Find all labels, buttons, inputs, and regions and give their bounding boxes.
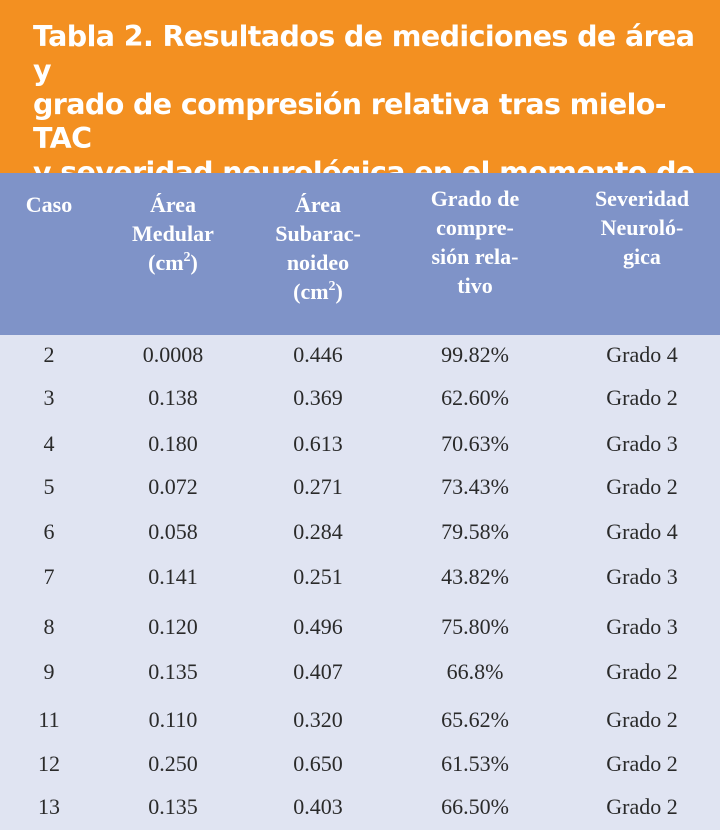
table-row: 11 0.110 0.320 65.62% Grado 2 bbox=[0, 700, 720, 740]
cell-area-medular: 0.180 bbox=[148, 431, 198, 456]
cell-area-medular: 0.138 bbox=[148, 385, 198, 410]
column-header-grado-compresion: Grado de compre- sión rela- tivo bbox=[430, 186, 520, 298]
cell-grado-compresion: 70.63% bbox=[441, 431, 509, 456]
cell-caso: 7 bbox=[43, 564, 55, 589]
cell-caso: 12 bbox=[38, 751, 60, 776]
cell-area-subaracnoideo: 0.251 bbox=[293, 564, 343, 589]
cell-area-medular: 0.250 bbox=[148, 751, 198, 776]
cell-area-subaracnoideo: 0.496 bbox=[293, 614, 343, 639]
cell-severidad: Grado 4 bbox=[606, 342, 678, 367]
cell-caso: 2 bbox=[43, 342, 55, 367]
cell-severidad: Grado 2 bbox=[606, 707, 678, 732]
table-caption-band: Tabla 2. Resultados de mediciones de áre… bbox=[0, 0, 720, 257]
cell-area-medular: 0.110 bbox=[148, 707, 198, 732]
unit-label: (cm2) bbox=[293, 278, 343, 304]
cell-caso: 4 bbox=[43, 431, 55, 456]
cell-severidad: Grado 3 bbox=[606, 614, 678, 639]
cell-caso: 5 bbox=[43, 474, 55, 499]
cell-severidad: Grado 2 bbox=[606, 385, 678, 410]
table-body: 2 0.0008 0.446 99.82% Grado 4 3 0.138 0.… bbox=[0, 335, 720, 830]
cell-area-medular: 0.141 bbox=[148, 564, 198, 589]
table-row: 6 0.058 0.284 79.58% Grado 4 bbox=[0, 512, 720, 552]
unit-label: (cm2) bbox=[148, 249, 198, 275]
cell-area-subaracnoideo: 0.271 bbox=[293, 474, 343, 499]
cell-caso: 6 bbox=[43, 519, 55, 544]
cell-severidad: Grado 2 bbox=[606, 659, 678, 684]
cell-grado-compresion: 43.82% bbox=[441, 564, 509, 589]
cell-grado-compresion: 65.62% bbox=[441, 707, 509, 732]
cell-severidad: Grado 2 bbox=[606, 751, 678, 776]
table-header: Caso Área Medular (cm2) Área Subarac- no… bbox=[0, 173, 720, 335]
table-row: 12 0.250 0.650 61.53% Grado 2 bbox=[0, 744, 720, 784]
cell-grado-compresion: 79.58% bbox=[441, 519, 509, 544]
table-row: 13 0.135 0.403 66.50% Grado 2 bbox=[0, 787, 720, 827]
cell-area-medular: 0.135 bbox=[148, 659, 198, 684]
cell-caso: 3 bbox=[43, 385, 55, 410]
cell-area-medular: 0.135 bbox=[148, 794, 198, 819]
cell-caso: 13 bbox=[38, 794, 60, 819]
column-header-area-medular: Área Medular (cm2) bbox=[132, 192, 214, 275]
table-row: 9 0.135 0.407 66.8% Grado 2 bbox=[0, 652, 720, 692]
cell-area-medular: 0.058 bbox=[148, 519, 198, 544]
cell-area-medular: 0.072 bbox=[148, 474, 198, 499]
cell-grado-compresion: 66.8% bbox=[446, 659, 504, 684]
cell-caso: 11 bbox=[38, 707, 60, 732]
cell-severidad: Grado 4 bbox=[606, 519, 678, 544]
cell-area-subaracnoideo: 0.284 bbox=[293, 519, 343, 544]
table-row: 5 0.072 0.271 73.43% Grado 2 bbox=[0, 467, 720, 507]
title-line: grado de compresión relativa tras mielo-… bbox=[33, 88, 667, 155]
cell-grado-compresion: 62.60% bbox=[441, 385, 509, 410]
cell-area-subaracnoideo: 0.650 bbox=[293, 751, 343, 776]
column-header-area-subaracnoideo: Área Subarac- noideo (cm2) bbox=[275, 192, 361, 304]
cell-severidad: Grado 3 bbox=[606, 431, 678, 456]
cell-severidad: Grado 2 bbox=[606, 474, 678, 499]
table-row: 4 0.180 0.613 70.63% Grado 3 bbox=[0, 424, 720, 464]
cell-grado-compresion: 75.80% bbox=[441, 614, 509, 639]
column-header-caso: Caso bbox=[25, 192, 73, 217]
cell-severidad: Grado 2 bbox=[606, 794, 678, 819]
cell-area-subaracnoideo: 0.403 bbox=[293, 794, 343, 819]
cell-grado-compresion: 61.53% bbox=[441, 751, 509, 776]
cell-area-subaracnoideo: 0.320 bbox=[293, 707, 343, 732]
cell-area-subaracnoideo: 0.613 bbox=[293, 431, 343, 456]
table-row: 7 0.141 0.251 43.82% Grado 3 bbox=[0, 557, 720, 597]
cell-area-medular: 0.120 bbox=[148, 614, 198, 639]
table-row: 3 0.138 0.369 62.60% Grado 2 bbox=[0, 378, 720, 418]
cell-caso: 8 bbox=[43, 614, 55, 639]
cell-grado-compresion: 99.82% bbox=[441, 342, 509, 367]
table-row: 2 0.0008 0.446 99.82% Grado 4 bbox=[0, 335, 720, 375]
column-header-severidad: Severidad Neuroló- gica bbox=[594, 186, 690, 269]
cell-area-subaracnoideo: 0.369 bbox=[293, 385, 343, 410]
cell-area-subaracnoideo: 0.407 bbox=[293, 659, 343, 684]
cell-severidad: Grado 3 bbox=[606, 564, 678, 589]
cell-grado-compresion: 73.43% bbox=[441, 474, 509, 499]
cell-area-subaracnoideo: 0.446 bbox=[293, 342, 343, 367]
cell-caso: 9 bbox=[43, 659, 55, 684]
title-line: Tabla 2. Resultados de mediciones de áre… bbox=[33, 20, 695, 87]
cell-area-medular: 0.0008 bbox=[142, 342, 204, 367]
table-row: 8 0.120 0.496 75.80% Grado 3 bbox=[0, 607, 720, 647]
cell-grado-compresion: 66.50% bbox=[441, 794, 509, 819]
